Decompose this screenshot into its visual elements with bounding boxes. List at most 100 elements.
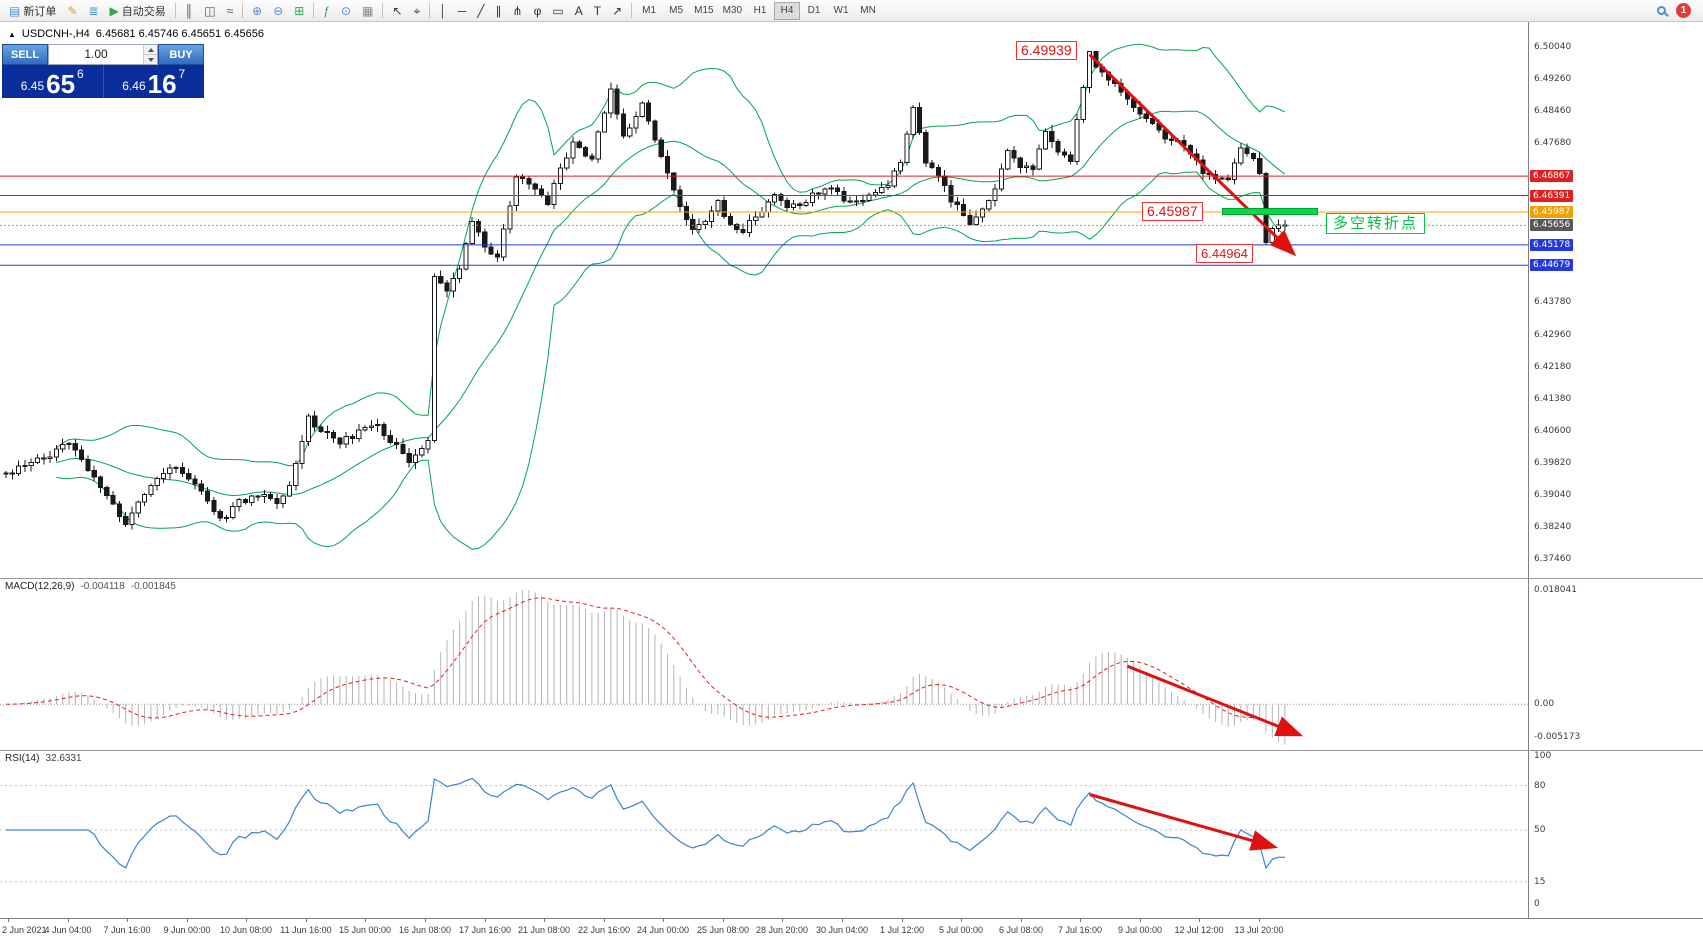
volume-down-button[interactable] bbox=[144, 54, 157, 64]
arrows-object-icon[interactable]: ↗ bbox=[607, 1, 627, 20]
zoom-out-icon[interactable]: ⊖ bbox=[268, 1, 288, 20]
sell-button[interactable]: SELL bbox=[2, 44, 48, 65]
timeframe-w1-button[interactable]: W1 bbox=[828, 2, 854, 20]
panel-divider-macd[interactable] bbox=[0, 578, 1703, 579]
time-label: 12 Jul 12:00 bbox=[1174, 925, 1224, 935]
volume-value[interactable]: 1.00 bbox=[84, 47, 108, 61]
time-label: 15 Jun 00:00 bbox=[338, 925, 392, 935]
time-tick bbox=[127, 919, 128, 922]
price-label: 6.49260 bbox=[1534, 74, 1572, 84]
price-axis[interactable]: 6.50040 6.49260 6.48460 6.47680 6.43780 6.429… bbox=[1528, 22, 1703, 918]
timeframe-m15-button[interactable]: M15 bbox=[690, 2, 717, 20]
template-icon[interactable]: ▦ bbox=[357, 1, 378, 20]
crosshair-icon[interactable]: ⌖ bbox=[409, 1, 426, 20]
vertical-line-icon[interactable]: │ bbox=[434, 1, 452, 20]
annotation-low-price[interactable]: 6.44964 bbox=[1196, 244, 1253, 263]
timeframe-h1-button[interactable]: H1 bbox=[747, 2, 773, 20]
time-label: 1 Jul 12:00 bbox=[879, 925, 925, 935]
volume-stepper[interactable]: 1.00 bbox=[48, 44, 158, 65]
text-icon: A bbox=[574, 3, 583, 18]
buy-button[interactable]: BUY bbox=[158, 44, 204, 65]
macd-signal-line bbox=[6, 597, 1286, 732]
price-label: 6.42180 bbox=[1534, 362, 1572, 372]
shapes-icon[interactable]: ▭ bbox=[547, 1, 568, 20]
annotation-turning-point-label[interactable]: 多空转折点 bbox=[1326, 213, 1426, 234]
sell-price[interactable]: 6.45 65 6 bbox=[2, 65, 103, 98]
insert-indicator-icon[interactable]: ƒ bbox=[318, 1, 335, 20]
macd-indicator-panel[interactable]: MACD(12,26,9) -0.004118 -0.001845 bbox=[0, 578, 1528, 750]
rsi-scale-label: 50 bbox=[1534, 825, 1546, 835]
zoom-in-icon: ⊕ bbox=[252, 3, 263, 18]
andrews-pitchfork-icon[interactable]: ⋔ bbox=[508, 1, 528, 20]
horizontal-level-lines[interactable] bbox=[0, 175, 1528, 266]
turning-point-highlight[interactable] bbox=[1222, 208, 1318, 215]
tile-windows-icon[interactable]: ⊞ bbox=[289, 1, 309, 20]
timeframe-d1-button[interactable]: D1 bbox=[801, 2, 827, 20]
timeframe-mn-button[interactable]: MN bbox=[855, 2, 881, 20]
equidistant-channel-icon[interactable]: ∥ bbox=[491, 1, 507, 20]
price-chart-panel[interactable]: ▲ USDCNH-,H4 6.45681 6.45746 6.45651 6.4… bbox=[0, 22, 1528, 578]
new-order-button[interactable]: ▤ 新订单 bbox=[4, 1, 61, 20]
cursor-icon[interactable]: ↖ bbox=[387, 1, 407, 20]
toolbar-separator bbox=[429, 3, 431, 18]
time-tick bbox=[425, 919, 426, 922]
shapes-icon: ▭ bbox=[552, 3, 564, 18]
timeframe-m1-button[interactable]: M1 bbox=[636, 2, 662, 20]
time-tick bbox=[723, 919, 724, 922]
time-label: 24 Jun 00:00 bbox=[636, 925, 690, 935]
macd-canvas[interactable] bbox=[0, 578, 1528, 750]
rsi-name: RSI(14) bbox=[5, 753, 40, 764]
bar-chart-icon[interactable]: ║ bbox=[180, 1, 199, 20]
time-tick bbox=[604, 919, 605, 922]
time-tick bbox=[68, 919, 69, 922]
zoom-in-icon[interactable]: ⊕ bbox=[247, 1, 267, 20]
timeframe-m30-button[interactable]: M30 bbox=[719, 2, 746, 20]
time-tick bbox=[782, 919, 783, 922]
rsi-indicator-panel[interactable]: RSI(14) 32.6331 bbox=[0, 750, 1528, 918]
algo-trading-button[interactable]: ▶ 自动交易 bbox=[104, 1, 170, 20]
time-tick bbox=[187, 919, 188, 922]
one-click-trading-panel: SELL 1.00 BUY 6.45 65 6 6.46 bbox=[2, 44, 204, 98]
toolbar-separator bbox=[242, 3, 244, 18]
timeframe-m5-button[interactable]: M5 bbox=[663, 2, 689, 20]
price-line-label: 6.46391 bbox=[1530, 190, 1574, 202]
macd-scale-label: -0.005173 bbox=[1534, 732, 1581, 742]
text-icon[interactable]: A bbox=[570, 1, 588, 20]
notification-badge[interactable]: 1 bbox=[1676, 3, 1691, 18]
fibonacci-icon[interactable]: φ bbox=[529, 1, 547, 20]
depth-of-market-icon[interactable]: ≣ bbox=[83, 1, 103, 20]
search-icon[interactable] bbox=[1657, 6, 1666, 15]
candlestick-chart-icon[interactable]: ◫ bbox=[199, 1, 220, 20]
toolbar-separator bbox=[174, 3, 176, 18]
price-label: 6.38240 bbox=[1534, 522, 1572, 532]
price-chart-canvas[interactable] bbox=[0, 22, 1528, 578]
line-chart-icon[interactable]: ≈ bbox=[222, 1, 239, 20]
time-label: 21 Jun 08:00 bbox=[517, 925, 571, 935]
annotation-peak-price[interactable]: 6.49939 bbox=[1016, 41, 1077, 60]
rsi-downtrend-arrow[interactable] bbox=[1089, 793, 1279, 851]
volume-up-button[interactable] bbox=[144, 45, 157, 54]
bar-chart-icon: ║ bbox=[184, 3, 194, 18]
macd-downtrend-arrow[interactable] bbox=[1126, 664, 1304, 737]
downtrend-arrow[interactable] bbox=[1088, 53, 1297, 257]
horizontal-line-icon[interactable]: ─ bbox=[453, 1, 472, 20]
metaeditor-icon[interactable]: ✎ bbox=[62, 1, 82, 20]
time-axis[interactable]: 2 Jun 2021 4 Jun 04:00 7 Jun 16:00 9 Jun 00… bbox=[0, 918, 1703, 940]
rsi-canvas[interactable] bbox=[0, 750, 1528, 918]
time-label: 5 Jul 00:00 bbox=[938, 925, 984, 935]
time-tick bbox=[1259, 919, 1260, 922]
period-clock-icon[interactable]: ⊙ bbox=[336, 1, 356, 20]
trendline-icon: ╱ bbox=[477, 3, 485, 18]
time-label: 4 Jun 04:00 bbox=[44, 925, 92, 935]
price-line-label: 6.45178 bbox=[1530, 239, 1574, 251]
buy-price[interactable]: 6.46 16 7 bbox=[102, 65, 205, 98]
time-label: 11 Jun 16:00 bbox=[280, 925, 332, 935]
price-line-label: 6.45987 bbox=[1530, 206, 1574, 218]
annotation-mid-price[interactable]: 6.45987 bbox=[1142, 202, 1203, 221]
time-label: 25 Jun 08:00 bbox=[696, 925, 750, 935]
timeframe-h4-button[interactable]: H4 bbox=[774, 1, 801, 20]
template-icon: ▦ bbox=[362, 3, 374, 18]
text-label-icon[interactable]: T bbox=[589, 1, 606, 20]
trendline-icon[interactable]: ╱ bbox=[472, 1, 489, 20]
panel-divider-rsi[interactable] bbox=[0, 750, 1703, 751]
